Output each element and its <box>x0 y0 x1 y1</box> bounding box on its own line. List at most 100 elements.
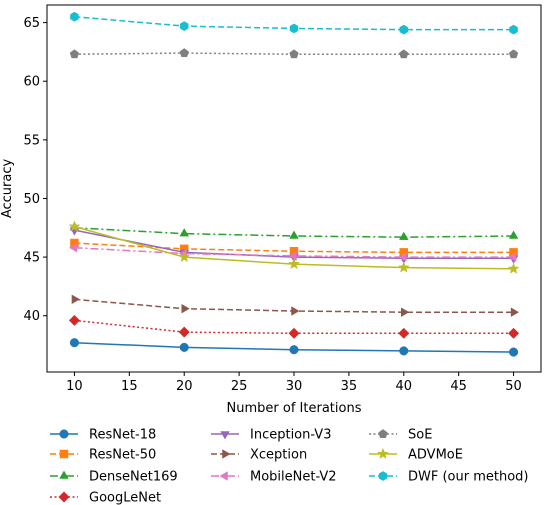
series-line <box>74 319 514 335</box>
legend-marker <box>59 429 69 439</box>
legend-label: ADVMoE <box>408 448 463 463</box>
data-point <box>179 21 189 31</box>
y-tick-label: 60 <box>23 75 40 90</box>
legend-label: SoE <box>408 428 432 443</box>
series-resnet-18 <box>69 338 519 357</box>
legend-marker <box>220 431 230 440</box>
data-point <box>178 250 191 263</box>
x-tick-label: 50 <box>505 379 522 394</box>
data-point <box>70 11 79 22</box>
legend-marker <box>377 447 389 460</box>
legend-label: Xception <box>250 448 307 463</box>
data-point <box>398 252 407 262</box>
data-point <box>289 49 299 59</box>
data-point <box>508 230 519 239</box>
data-point <box>289 23 299 34</box>
legend-entry-resnet-50: ResNet-50 <box>50 448 156 463</box>
legend-label: MobileNet-V2 <box>250 470 337 485</box>
data-point <box>179 48 189 58</box>
series-dwf-our-method <box>70 11 518 35</box>
x-tick-label: 15 <box>121 379 138 394</box>
data-point <box>398 327 410 339</box>
series-soe <box>69 48 519 59</box>
legend-entry-dwf-our-method: DWF (our method) <box>369 470 529 485</box>
y-tick-label: 55 <box>23 133 40 148</box>
plot-area <box>46 4 542 373</box>
legend-entry-densenet169: DenseNet169 <box>50 470 178 485</box>
legend-entry-soe: SoE <box>369 428 432 443</box>
data-point <box>181 303 190 314</box>
x-tick-label: 45 <box>450 379 467 394</box>
series-googlenet <box>68 314 520 339</box>
data-point <box>179 228 189 237</box>
series-xception <box>71 294 520 317</box>
data-point <box>288 251 297 261</box>
data-point <box>71 294 80 305</box>
data-point <box>291 306 300 316</box>
legend-entry-resnet-18: ResNet-18 <box>50 428 156 443</box>
data-point <box>508 327 520 339</box>
x-tick-label: 10 <box>66 379 83 394</box>
series-advmoe <box>68 220 520 274</box>
legend-entry-xception: Xception <box>211 448 307 463</box>
axis-ticks: 10 15 20 25 30 35 40 45 50 40 45 50 55 60 65 <box>23 16 521 394</box>
x-tick-label: 35 <box>341 379 358 394</box>
legend-label: DWF (our method) <box>408 470 529 485</box>
data-point <box>69 338 79 348</box>
legend-label: ResNet-18 <box>89 428 156 443</box>
x-axis-title: Number of Iterations <box>227 401 362 416</box>
legend-entry-googlenet: GoogLeNet <box>50 491 161 505</box>
data-point <box>69 49 80 59</box>
legend-entry-advmoe: ADVMoE <box>369 448 463 463</box>
x-tick-label: 20 <box>176 379 193 394</box>
data-point <box>399 24 409 35</box>
data-point <box>508 49 519 59</box>
legend-label: ResNet-50 <box>89 448 156 463</box>
x-tick-label: 25 <box>231 379 248 394</box>
legend-marker <box>378 471 388 481</box>
series-mobilenet-v2 <box>68 242 517 262</box>
data-point <box>397 261 410 273</box>
data-point <box>401 307 410 317</box>
data-point <box>288 257 300 270</box>
data-point <box>508 252 517 262</box>
legend: ResNet-18 ResNet-50 DenseNet169 GoogLeNet In… <box>50 428 529 505</box>
legend-label: Inception-V3 <box>250 428 331 443</box>
legend-marker <box>59 470 69 479</box>
data-point <box>288 327 300 339</box>
legend-marker <box>378 429 388 438</box>
data-point <box>289 230 299 239</box>
data-point <box>507 262 520 274</box>
legend-marker <box>59 449 69 459</box>
y-tick-label: 45 <box>23 251 40 266</box>
y-tick-label: 65 <box>23 16 40 31</box>
data-point <box>509 347 519 357</box>
series-layer <box>68 11 520 357</box>
y-axis-title: Accuracy <box>0 159 15 219</box>
data-point <box>510 307 520 317</box>
x-tick-label: 30 <box>286 379 303 394</box>
data-point <box>68 220 81 232</box>
legend-entry-inception-v3: Inception-V3 <box>211 428 331 443</box>
legend-entry-mobilenet-v2: MobileNet-V2 <box>211 470 337 485</box>
data-point <box>509 24 518 35</box>
data-point <box>399 346 409 356</box>
legend-marker <box>219 471 228 481</box>
data-point <box>68 242 78 253</box>
y-tick-label: 50 <box>23 192 40 207</box>
series-densenet169 <box>69 222 519 240</box>
legend-label: GoogLeNet <box>89 491 161 505</box>
data-point <box>399 49 409 59</box>
data-point <box>289 345 299 355</box>
legend-marker <box>58 491 70 503</box>
data-point <box>178 326 190 338</box>
data-point <box>68 314 80 326</box>
legend-label: DenseNet169 <box>89 470 178 485</box>
data-point <box>399 231 409 240</box>
series-line <box>74 52 514 55</box>
legend-marker <box>222 449 231 459</box>
data-point <box>179 342 189 352</box>
y-tick-label: 40 <box>23 309 40 324</box>
x-tick-label: 40 <box>396 379 413 394</box>
